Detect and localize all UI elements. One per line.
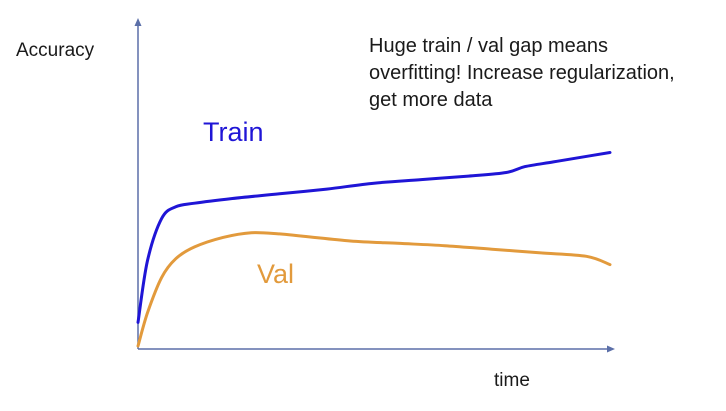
annotation-text: Huge train / val gap means overfitting! … bbox=[369, 33, 719, 114]
x-axis bbox=[138, 345, 615, 353]
y-axis-arrowhead bbox=[134, 18, 142, 26]
val-series-label: Val bbox=[257, 259, 295, 289]
train-series-label: Train bbox=[203, 117, 264, 147]
x-axis-arrowhead bbox=[607, 345, 615, 353]
val-series-line bbox=[136, 231, 612, 348]
x-axis-label: time bbox=[494, 370, 530, 391]
annotation-line-2: overfitting! Increase regularization, bbox=[369, 62, 675, 84]
y-axis bbox=[134, 18, 142, 349]
y-axis-label: Accuracy bbox=[16, 40, 95, 61]
train-series-line bbox=[136, 151, 612, 324]
annotation-line-1: Huge train / val gap means bbox=[369, 35, 609, 57]
annotation-line-3: get more data bbox=[369, 89, 493, 111]
